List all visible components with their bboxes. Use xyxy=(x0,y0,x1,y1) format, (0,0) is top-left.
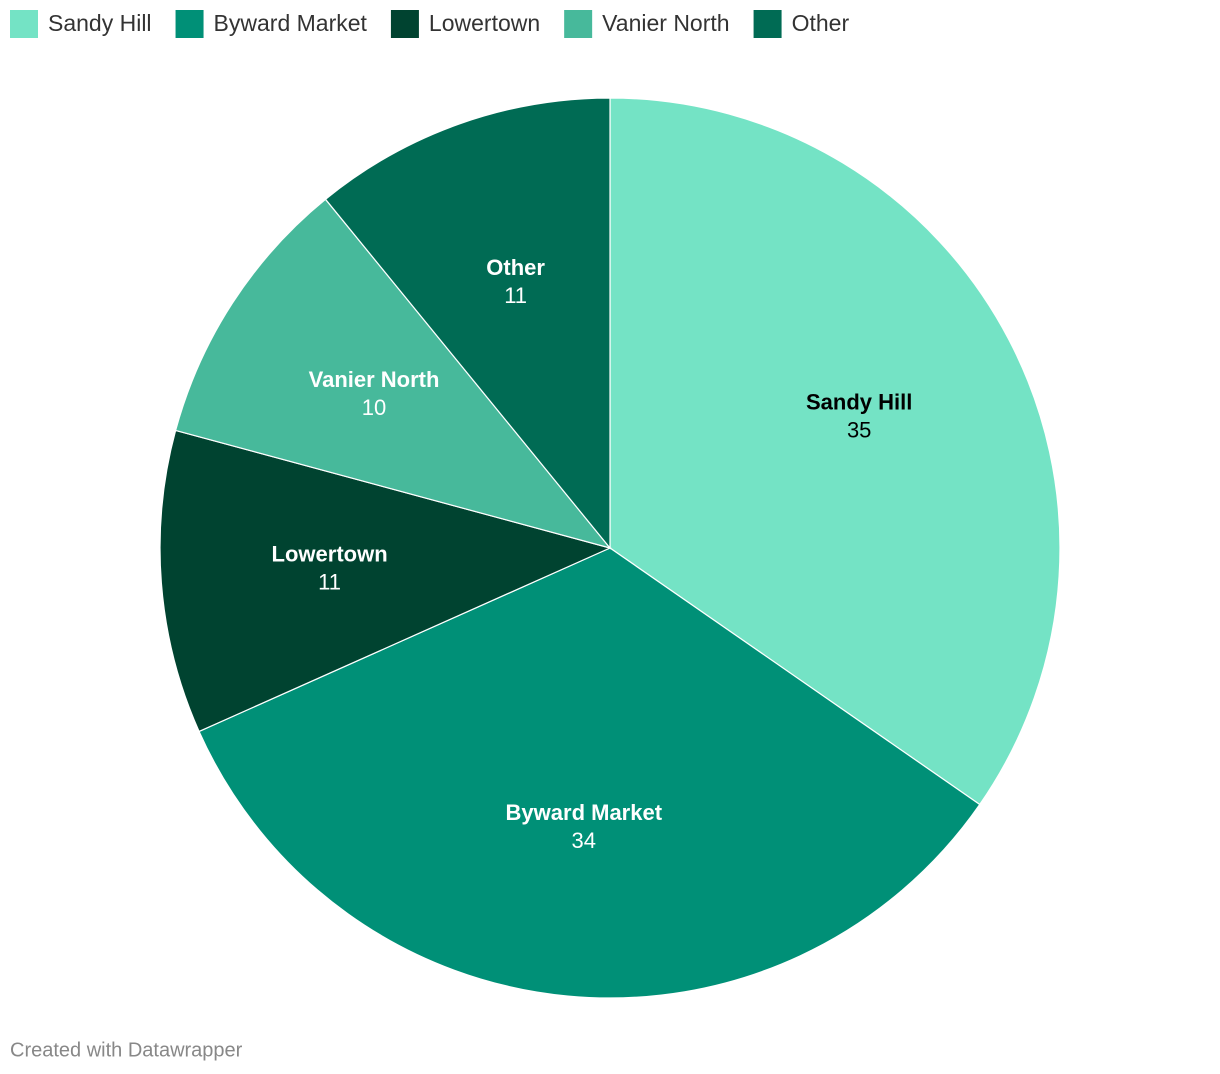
pie-slice xyxy=(159,429,612,733)
pie-slice xyxy=(609,97,1061,806)
slice-label-name: Other xyxy=(486,255,545,280)
legend-swatch xyxy=(10,10,38,38)
slice-label-value: 35 xyxy=(847,417,871,442)
slice-label-name: Vanier North xyxy=(309,367,440,392)
legend-swatch xyxy=(564,10,593,38)
legend-label: Byward Market xyxy=(214,10,368,36)
legend-label: Lowertown xyxy=(429,10,540,36)
pie-slice xyxy=(198,547,981,999)
legend-swatch xyxy=(390,10,419,38)
pie xyxy=(159,97,1061,999)
legend-swatch xyxy=(753,10,782,38)
slice-label-value: 11 xyxy=(318,570,341,595)
slice-label-name: Sandy Hill xyxy=(806,389,912,414)
pie-slice xyxy=(174,198,612,550)
slice-labels: Sandy Hill 35 Byward Market 34 Lowertown 11 Va… xyxy=(272,255,913,853)
slice-label-name: Byward Market xyxy=(506,800,663,825)
footer: Created with Datawrapper xyxy=(10,1039,243,1061)
legend: Sandy Hill Byward Market Lowertown Vanier N… xyxy=(10,10,849,38)
legend-swatch xyxy=(175,10,204,38)
slice-label-value: 10 xyxy=(362,395,386,420)
slice-label-value: 34 xyxy=(572,828,596,853)
legend-label: Other xyxy=(792,10,850,36)
legend-label: Sandy Hill xyxy=(48,10,152,36)
pie-slice xyxy=(324,97,611,550)
legend-label: Vanier North xyxy=(602,10,729,36)
slice-label-value: 11 xyxy=(504,283,527,308)
slice-label-name: Lowertown xyxy=(272,542,388,567)
